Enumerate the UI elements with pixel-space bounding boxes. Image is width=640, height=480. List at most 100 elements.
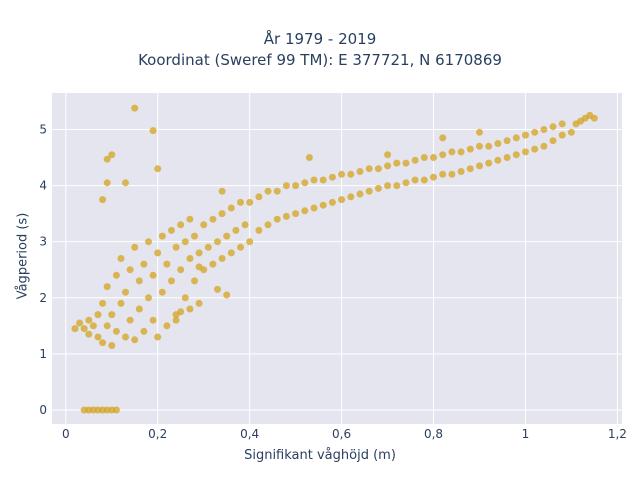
y-tick-label: 5 — [39, 122, 47, 136]
x-tick-label: 0 — [62, 427, 70, 441]
data-point — [356, 168, 364, 175]
data-point — [94, 333, 102, 341]
data-point — [117, 255, 125, 262]
data-point — [439, 134, 447, 142]
data-point — [168, 226, 175, 234]
data-point — [476, 128, 483, 136]
data-point — [512, 134, 520, 142]
data-point — [149, 127, 157, 135]
data-point — [384, 162, 392, 170]
data-point — [531, 128, 539, 136]
data-point — [356, 190, 364, 198]
y-axis-ticks: 0 1 2 3 4 5 — [39, 122, 47, 417]
data-point — [85, 316, 93, 324]
data-point — [540, 142, 548, 150]
data-point — [531, 145, 539, 153]
data-point — [246, 238, 254, 246]
data-point — [485, 142, 493, 150]
data-point — [522, 131, 529, 139]
data-point — [186, 255, 194, 262]
data-point — [430, 154, 437, 161]
data-point — [103, 283, 111, 291]
data-point — [108, 311, 116, 319]
y-tick-label: 2 — [39, 291, 47, 305]
x-tick-label: 0,6 — [332, 427, 351, 441]
data-point — [420, 176, 428, 184]
data-point — [126, 316, 134, 324]
data-point — [191, 277, 198, 285]
data-point — [264, 187, 272, 195]
data-point — [131, 104, 139, 112]
data-point — [131, 243, 139, 251]
data-point — [172, 243, 180, 251]
data-point — [99, 196, 107, 204]
data-point — [328, 198, 336, 206]
data-point — [71, 325, 79, 333]
data-point — [204, 243, 212, 251]
data-point — [273, 215, 281, 223]
data-point — [558, 120, 566, 128]
data-point — [163, 260, 171, 268]
data-point — [549, 137, 557, 145]
data-point — [476, 162, 483, 170]
data-point — [80, 325, 88, 333]
data-point — [232, 226, 240, 234]
data-point — [310, 204, 318, 212]
data-point — [209, 215, 217, 223]
plot-area — [52, 93, 622, 424]
data-point — [374, 165, 382, 173]
data-point — [476, 142, 483, 150]
data-point — [149, 316, 157, 324]
data-point — [223, 291, 231, 299]
data-point — [112, 327, 120, 335]
data-point — [181, 294, 189, 302]
data-point — [186, 215, 194, 223]
data-point — [485, 159, 493, 167]
data-point — [448, 170, 456, 178]
data-point — [191, 232, 198, 240]
data-point — [439, 170, 447, 178]
data-point — [94, 311, 102, 319]
data-point — [135, 305, 143, 313]
data-point — [338, 196, 346, 204]
data-point — [195, 299, 203, 307]
data-point — [186, 305, 194, 313]
data-point — [122, 333, 129, 341]
data-point — [411, 156, 419, 164]
data-point — [200, 221, 208, 229]
data-point — [522, 148, 529, 156]
data-point — [209, 260, 217, 268]
data-point — [214, 238, 221, 246]
data-point — [195, 263, 203, 271]
data-point — [108, 342, 116, 349]
data-point — [590, 114, 598, 122]
data-point — [448, 148, 456, 156]
data-point — [365, 187, 373, 195]
data-point — [319, 176, 327, 184]
data-point — [374, 184, 382, 192]
data-point — [195, 249, 203, 257]
data-point — [282, 212, 290, 220]
data-point — [457, 148, 465, 156]
data-point — [430, 173, 437, 181]
data-point — [135, 277, 143, 285]
data-point — [227, 204, 235, 212]
x-axis-title: Signifikant våghöjd (m) — [244, 448, 396, 463]
data-point — [292, 182, 300, 190]
y-tick-label: 0 — [39, 403, 47, 417]
data-point — [255, 226, 263, 234]
data-point — [172, 316, 180, 324]
data-point — [214, 285, 221, 293]
data-point — [503, 137, 511, 145]
data-point — [347, 170, 355, 178]
data-point — [103, 179, 111, 187]
data-point — [494, 156, 502, 164]
data-point — [411, 176, 419, 184]
data-points — [71, 104, 598, 414]
data-point — [99, 339, 107, 347]
data-point — [140, 327, 148, 335]
data-point — [112, 406, 120, 414]
y-axis-title: Vågperiod (s) — [15, 212, 31, 300]
data-point — [126, 266, 134, 274]
